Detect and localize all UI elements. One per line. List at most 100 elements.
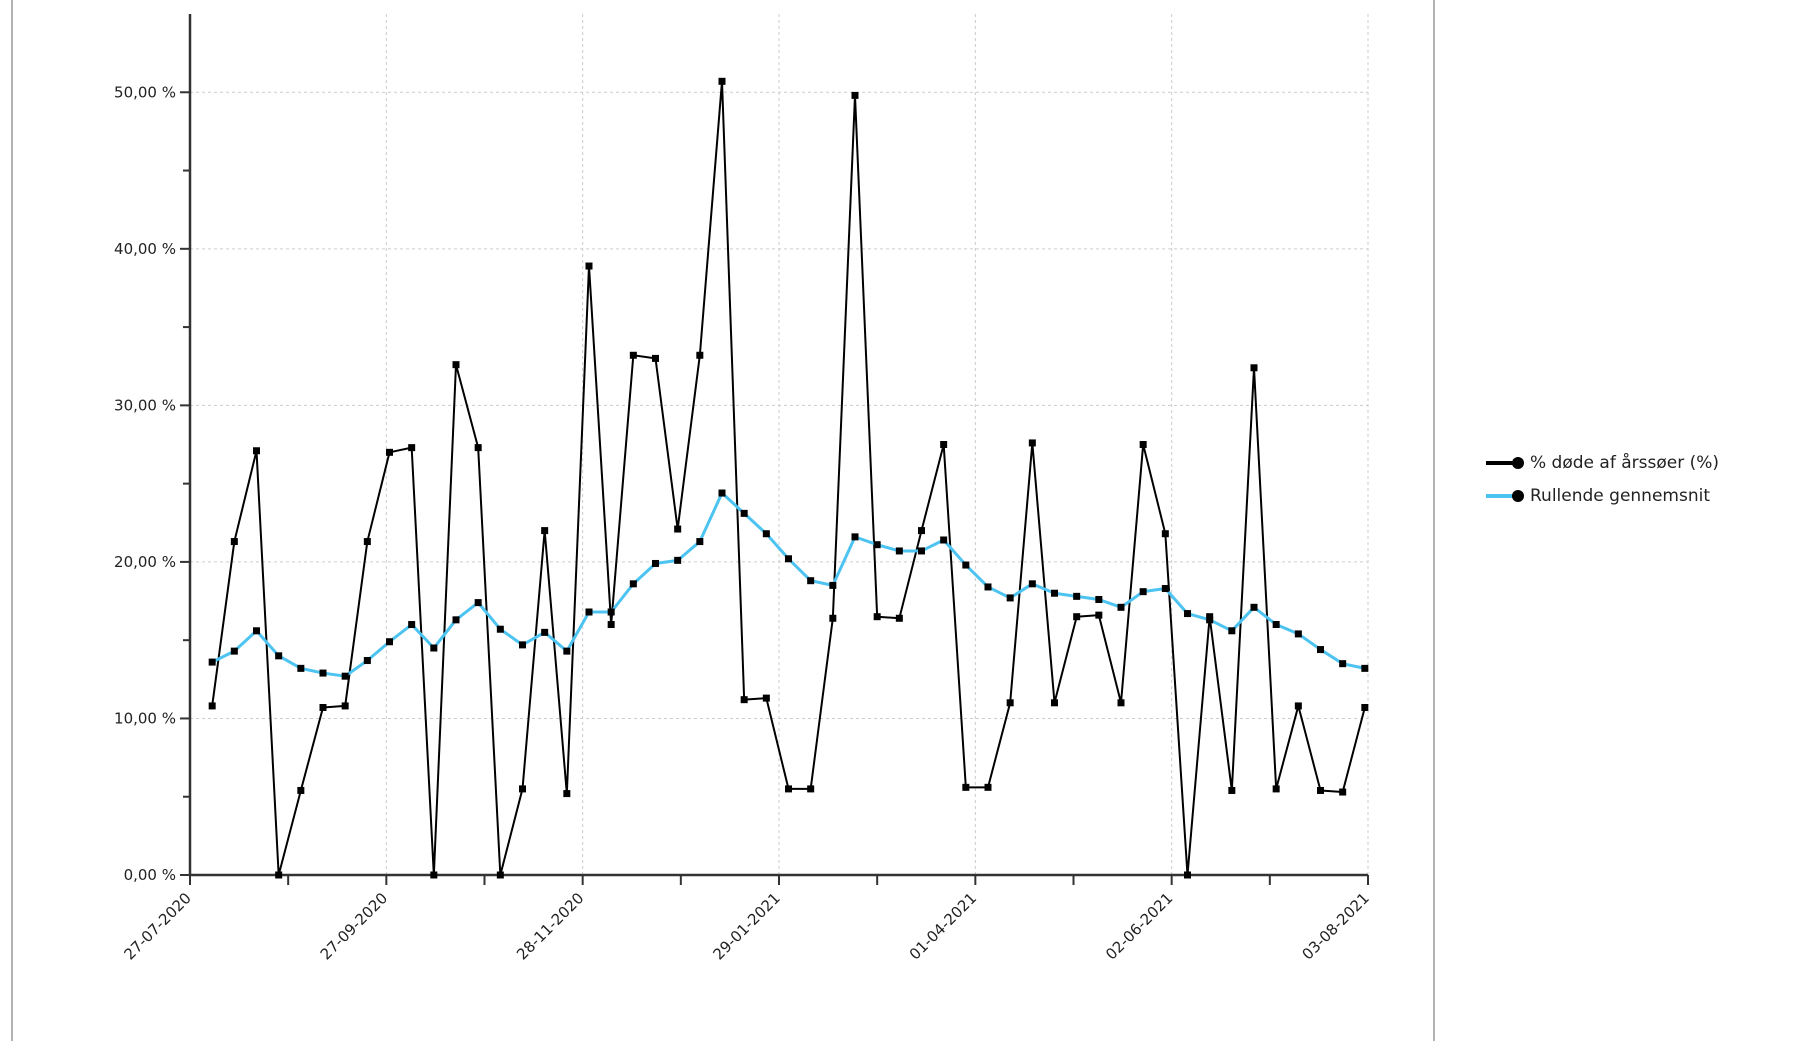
series-1-point bbox=[297, 786, 305, 794]
series-1-point bbox=[1073, 613, 1081, 621]
series-1-point bbox=[386, 448, 393, 456]
series-2-point bbox=[319, 669, 327, 677]
series-1-point bbox=[785, 785, 792, 793]
series-2-point bbox=[208, 658, 216, 666]
series-1-point bbox=[1339, 788, 1347, 796]
legend-label-1: % døde af årssøer (%) bbox=[1530, 452, 1719, 473]
series-1-point bbox=[718, 77, 726, 85]
series-1-point bbox=[1139, 441, 1147, 448]
series-2-point bbox=[1161, 585, 1169, 593]
series-2-point bbox=[1073, 592, 1081, 600]
series-1-point bbox=[1228, 786, 1236, 794]
x-tick-label: 01-04-2021 bbox=[906, 889, 980, 963]
series-2-point bbox=[785, 555, 792, 563]
series-2-point bbox=[1250, 603, 1258, 611]
series-2-point bbox=[918, 547, 925, 555]
series-1-point bbox=[363, 538, 371, 546]
series-1-point bbox=[674, 525, 682, 533]
legend-label-2: Rullende gennemsnit bbox=[1530, 486, 1710, 506]
series-2-point bbox=[496, 625, 504, 633]
series-2-point bbox=[1184, 610, 1191, 618]
series-2-point bbox=[563, 647, 571, 655]
series-1-point bbox=[208, 702, 216, 710]
series-2-point bbox=[363, 657, 371, 665]
y-tick-label: 10,00 % bbox=[114, 709, 176, 727]
series-1-point bbox=[319, 703, 327, 711]
y-tick-label: 0,00 % bbox=[124, 866, 176, 884]
series-1-point bbox=[496, 871, 504, 879]
series-1-point bbox=[873, 613, 881, 621]
series-2-point bbox=[1006, 594, 1014, 602]
series-2-point bbox=[297, 664, 305, 672]
series-1-point bbox=[829, 614, 837, 622]
series-1-point bbox=[740, 696, 748, 704]
series-1-point bbox=[341, 702, 349, 710]
series-1-point bbox=[607, 621, 615, 629]
series-2-point bbox=[474, 599, 482, 607]
series-2-point bbox=[873, 541, 881, 549]
series-2-point bbox=[1139, 588, 1147, 596]
series-2-point bbox=[1361, 664, 1369, 672]
y-tick-label: 40,00 % bbox=[114, 240, 176, 258]
series-1-point bbox=[230, 538, 238, 546]
series-2-point bbox=[674, 556, 682, 564]
series-2-point bbox=[1228, 627, 1236, 635]
series-2-point bbox=[807, 577, 815, 585]
series-2-point bbox=[984, 583, 992, 591]
series-1-point bbox=[563, 790, 571, 798]
series-2-point bbox=[1272, 621, 1280, 629]
series-2-point bbox=[629, 580, 637, 588]
series-1-point bbox=[918, 527, 925, 535]
series-2-point bbox=[341, 672, 349, 680]
y-tick-label: 50,00 % bbox=[114, 83, 176, 101]
series-1-point bbox=[474, 444, 482, 452]
series-2-point bbox=[1028, 580, 1036, 588]
series-2-point bbox=[829, 581, 837, 589]
series-line-2 bbox=[211, 491, 1366, 678]
series-1-point bbox=[519, 785, 526, 793]
series-1-point bbox=[629, 351, 637, 359]
y-tick-label: 20,00 % bbox=[114, 553, 176, 571]
x-tick-label: 28-11-2020 bbox=[513, 889, 587, 963]
series-2-point bbox=[851, 533, 859, 541]
series-2-point bbox=[696, 538, 704, 546]
series-2-point bbox=[452, 616, 460, 624]
series-1-point bbox=[1361, 703, 1369, 711]
series-2-point bbox=[430, 644, 438, 652]
series-1-point bbox=[541, 527, 549, 535]
series-1-point bbox=[895, 614, 903, 622]
series-2-point bbox=[1095, 595, 1103, 603]
series-2-point bbox=[740, 509, 748, 517]
series-1-point bbox=[585, 262, 593, 270]
series-1-point bbox=[807, 785, 815, 793]
series-1-point bbox=[408, 444, 416, 452]
series-2-point bbox=[386, 638, 393, 646]
series-1-point bbox=[1161, 530, 1169, 538]
series-2-point bbox=[962, 561, 970, 569]
series-2-point bbox=[230, 647, 238, 655]
series-2-point bbox=[1294, 630, 1302, 638]
series-2-point bbox=[1317, 646, 1324, 654]
series-2-point bbox=[1117, 603, 1125, 611]
series-1-point bbox=[1294, 702, 1302, 710]
series-2-point bbox=[895, 547, 903, 555]
series-1-point bbox=[851, 91, 859, 99]
series-2-point bbox=[585, 608, 593, 616]
series-1-point bbox=[940, 441, 948, 448]
series-1-point bbox=[1095, 611, 1103, 619]
x-tick-label: 27-07-2020 bbox=[120, 889, 194, 963]
series-1-point bbox=[1006, 699, 1014, 707]
series-1-point bbox=[1317, 786, 1324, 794]
series-2-point bbox=[607, 608, 615, 616]
series-2-point bbox=[408, 621, 416, 629]
series-1-point bbox=[652, 354, 659, 362]
series-lines bbox=[208, 77, 1369, 879]
series-1-point bbox=[696, 351, 704, 359]
x-tick-label: 27-09-2020 bbox=[317, 889, 391, 963]
series-1-point bbox=[762, 694, 770, 702]
series-2-point bbox=[541, 628, 549, 636]
x-tick-label: 29-01-2021 bbox=[709, 889, 783, 963]
series-2-point bbox=[762, 530, 770, 538]
series-1-point bbox=[962, 783, 970, 791]
